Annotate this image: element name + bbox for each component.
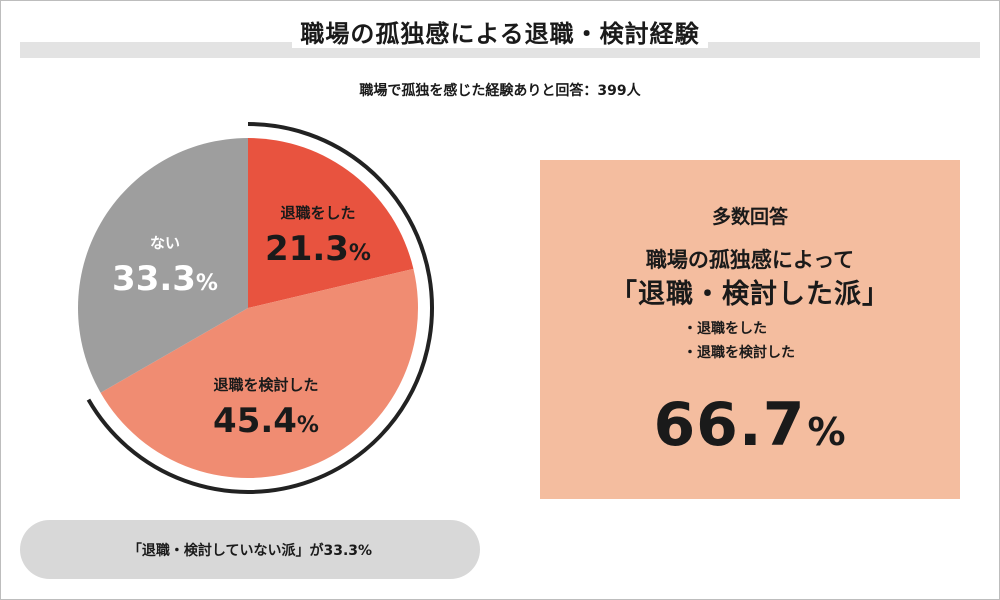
pie-slice-retired bbox=[248, 138, 414, 308]
callout-total-unit: % bbox=[807, 410, 847, 454]
pie-value-none: 33.3% bbox=[112, 259, 218, 299]
callout-line1: 職場の孤独感によって bbox=[645, 248, 855, 272]
chart-subtitle: 職場で孤独を感じた経験ありと回答：399人 bbox=[359, 83, 641, 99]
callout-line2: 「退職・検討した派」 bbox=[610, 279, 890, 310]
footer-pill-text: 「退職・検討していない派」が33.3% bbox=[127, 543, 373, 559]
callout-bullet-retired: ・退職をした bbox=[683, 321, 767, 337]
callout-total-value: 66.7 bbox=[653, 390, 806, 460]
pie-label-considered: 退職を検討した bbox=[213, 376, 318, 394]
title-band bbox=[20, 42, 980, 58]
callout-bullet-considered: ・退職を検討した bbox=[683, 345, 795, 361]
highlight-arc bbox=[86, 122, 434, 494]
pie-value-retired: 21.3% bbox=[265, 229, 371, 269]
pie-slice-none bbox=[78, 138, 248, 393]
pie-value-considered: 45.4% bbox=[213, 401, 319, 441]
callout-total: 66.7% bbox=[540, 390, 960, 460]
chart-title: 職場の孤独感による退職・検討経験 bbox=[0, 14, 1000, 49]
pie-label-none: ない bbox=[150, 234, 180, 252]
pie-slice-considered bbox=[100, 268, 419, 479]
pie-label-retired: 退職をした bbox=[280, 204, 355, 222]
summary-callout: 多数回答 職場の孤独感によって 「退職・検討した派」 ・退職をした ・退職を検討… bbox=[540, 160, 960, 499]
footer-pill: 「退職・検討していない派」が33.3% bbox=[20, 520, 480, 579]
callout-heading: 多数回答 bbox=[711, 206, 788, 228]
chart-title-text: 職場の孤独感による退職・検討経験 bbox=[292, 20, 708, 48]
